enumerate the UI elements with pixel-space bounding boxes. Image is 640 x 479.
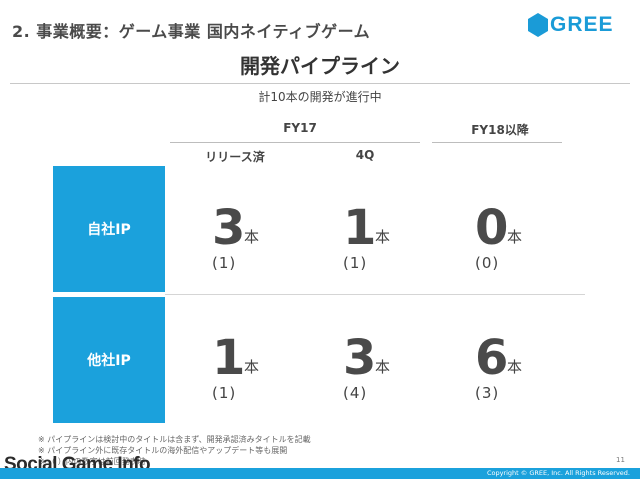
previous-count: (1) — [343, 254, 368, 272]
footer-bar: Copyright © GREE, Inc. All Rights Reserv… — [0, 468, 640, 479]
period-fy18-underline — [432, 142, 562, 143]
previous-count: (3) — [475, 384, 500, 402]
hexagon-logo-icon — [528, 13, 548, 37]
cell-other-fy18: 6 本 (3) — [475, 330, 585, 420]
previous-count: (0) — [475, 254, 500, 272]
footnote: ※ パイプラインは検討中のタイトルは含まず、開発承認済みタイトルを記載 — [38, 435, 311, 444]
column-4q: 4Q — [355, 148, 375, 162]
page-number: 11 — [616, 456, 625, 464]
count-value: 6 — [475, 330, 509, 386]
row-separator — [165, 294, 585, 295]
cell-own-released: 3 本 (1) — [212, 200, 322, 290]
count-value: 1 — [212, 330, 246, 386]
sub-heading: 計10本の開発が進行中 — [258, 90, 382, 104]
period-fy17: FY17 — [283, 121, 317, 135]
period-fy17-underline — [170, 142, 420, 143]
heading-divider — [10, 83, 630, 84]
cell-own-4q: 1 本 (1) — [343, 200, 453, 290]
cell-other-4q: 3 本 (4) — [343, 330, 453, 420]
count-value: 0 — [475, 200, 509, 256]
row-label-other-ip: 他社IP — [53, 297, 165, 423]
count-value: 1 — [343, 200, 377, 256]
column-released: リリース済 — [205, 150, 265, 164]
cell-own-fy18: 0 本 (0) — [475, 200, 585, 290]
count-unit: 本 — [244, 228, 260, 246]
logo-text: GREE — [550, 13, 614, 36]
cell-other-released: 1 本 (1) — [212, 330, 322, 420]
main-heading: 開発パイプライン — [240, 54, 400, 78]
count-unit: 本 — [507, 358, 523, 376]
gree-logo: GREE — [528, 10, 628, 40]
slide-title: 2. 事業概要：ゲーム事業 国内ネイティブゲーム — [12, 22, 371, 41]
previous-count: (1) — [212, 384, 237, 402]
count-unit: 本 — [244, 358, 260, 376]
footnotes: ※ パイプラインは検討中のタイトルは含まず、開発承認済みタイトルを記載 ※ パイ… — [38, 434, 311, 467]
previous-count: (1) — [212, 254, 237, 272]
footnote: ※ パイプライン外に既存タイトルの海外配信やアップデート等も展開 — [38, 446, 288, 455]
count-unit: 本 — [375, 228, 391, 246]
period-fy18: FY18以降 — [471, 123, 529, 137]
count-unit: 本 — [507, 228, 523, 246]
count-unit: 本 — [375, 358, 391, 376]
count-value: 3 — [343, 330, 377, 386]
row-label-own-ip: 自社IP — [53, 166, 165, 292]
count-value: 3 — [212, 200, 246, 256]
footnote: ※ （ ）内の数字は前回発表時 — [38, 457, 146, 466]
copyright: Copyright © GREE, Inc. All Rights Reserv… — [486, 469, 630, 477]
previous-count: (4) — [343, 384, 368, 402]
